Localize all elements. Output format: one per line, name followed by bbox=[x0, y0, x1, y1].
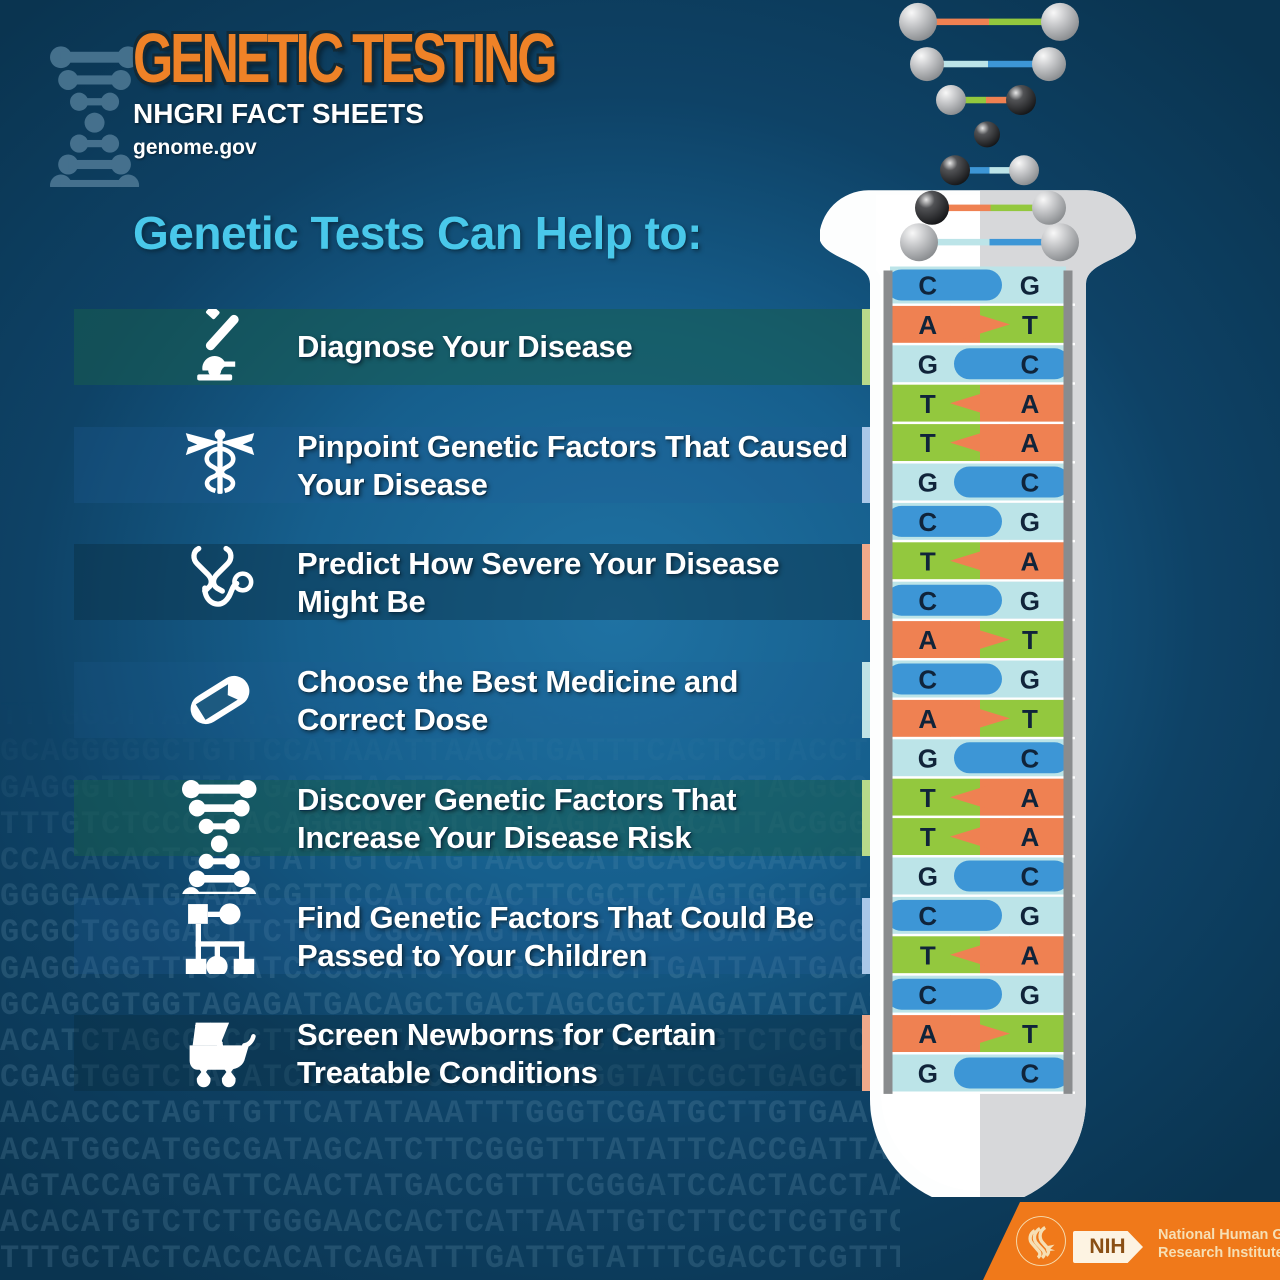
svg-text:G: G bbox=[1020, 586, 1040, 616]
svg-text:G: G bbox=[918, 1059, 938, 1089]
svg-text:T: T bbox=[1022, 1019, 1038, 1049]
svg-text:A: A bbox=[1021, 389, 1040, 419]
svg-text:G: G bbox=[918, 468, 938, 498]
svg-text:T: T bbox=[920, 940, 936, 970]
svg-text:A: A bbox=[918, 704, 937, 734]
svg-text:C: C bbox=[918, 665, 937, 695]
svg-text:C: C bbox=[918, 507, 937, 537]
svg-text:A: A bbox=[1021, 428, 1040, 458]
svg-text:T: T bbox=[1022, 625, 1038, 655]
svg-text:T: T bbox=[920, 389, 936, 419]
svg-text:T: T bbox=[920, 822, 936, 852]
svg-text:T: T bbox=[920, 428, 936, 458]
svg-text:G: G bbox=[918, 349, 938, 379]
svg-text:C: C bbox=[918, 901, 937, 931]
svg-text:A: A bbox=[1021, 822, 1040, 852]
svg-text:A: A bbox=[1021, 783, 1040, 813]
svg-text:G: G bbox=[1020, 901, 1040, 931]
svg-text:A: A bbox=[1021, 546, 1040, 576]
svg-text:T: T bbox=[920, 546, 936, 576]
svg-text:A: A bbox=[1021, 940, 1040, 970]
svg-text:T: T bbox=[1022, 310, 1038, 340]
svg-text:C: C bbox=[1021, 468, 1040, 498]
svg-text:C: C bbox=[1021, 743, 1040, 773]
svg-text:C: C bbox=[1021, 349, 1040, 379]
svg-text:C: C bbox=[1021, 1059, 1040, 1089]
svg-text:G: G bbox=[918, 743, 938, 773]
svg-text:T: T bbox=[1022, 704, 1038, 734]
svg-text:G: G bbox=[1020, 507, 1040, 537]
svg-text:A: A bbox=[918, 1019, 937, 1049]
svg-text:C: C bbox=[1021, 862, 1040, 892]
svg-text:C: C bbox=[918, 980, 937, 1010]
svg-text:G: G bbox=[1020, 980, 1040, 1010]
svg-text:A: A bbox=[918, 625, 937, 655]
svg-text:C: C bbox=[918, 586, 937, 616]
svg-text:A: A bbox=[918, 310, 937, 340]
svg-text:G: G bbox=[1020, 665, 1040, 695]
svg-text:G: G bbox=[918, 862, 938, 892]
svg-text:T: T bbox=[920, 783, 936, 813]
